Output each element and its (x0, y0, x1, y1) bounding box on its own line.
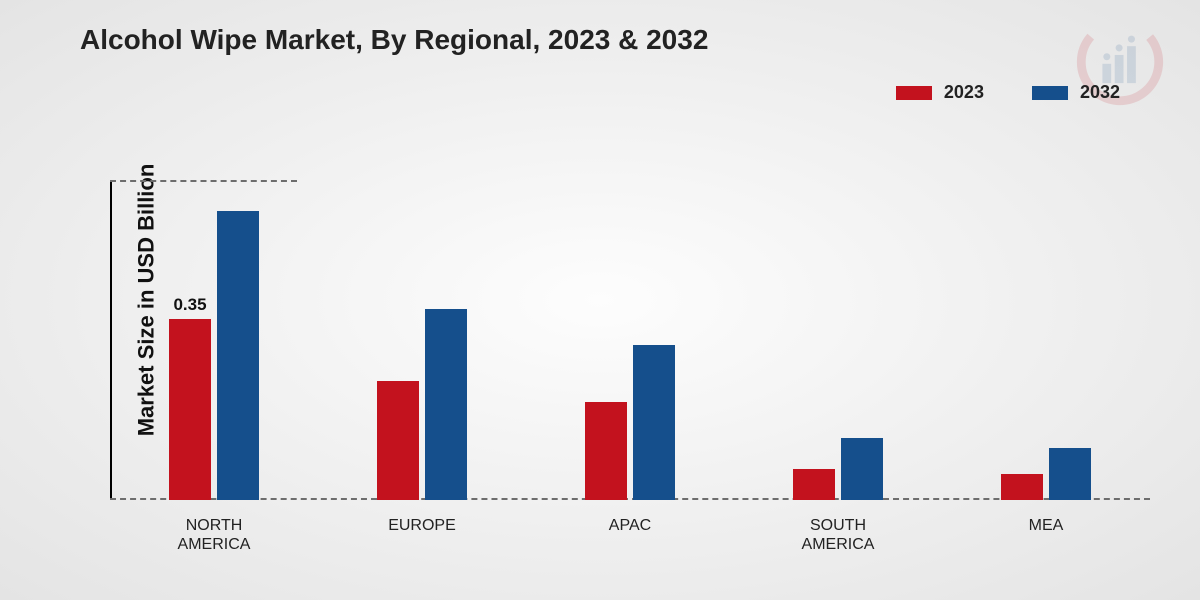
group-europe (318, 180, 526, 500)
group-mea (942, 180, 1150, 500)
bar-label-na-2023: 0.35 (173, 295, 206, 315)
legend-item-2032: 2032 (1032, 82, 1120, 103)
bar-groups: 0.35 (110, 180, 1150, 500)
group-apac (526, 180, 734, 500)
xlabel-south-america: SOUTHAMERICA (734, 508, 942, 554)
bar-sa-2023 (793, 469, 835, 500)
bar-apac-2032 (633, 345, 675, 500)
xlabel-mea: MEA (942, 508, 1150, 554)
x-axis-labels: NORTHAMERICA EUROPE APAC SOUTHAMERICA ME… (110, 508, 1150, 554)
xlabel-north-america: NORTHAMERICA (110, 508, 318, 554)
group-north-america: 0.35 (110, 180, 318, 500)
xlabel-europe: EUROPE (318, 508, 526, 554)
legend-item-2023: 2023 (896, 82, 984, 103)
bar-mea-2032 (1049, 448, 1091, 500)
legend-swatch-2032 (1032, 86, 1068, 100)
bar-eu-2023 (377, 381, 419, 500)
legend-swatch-2023 (896, 86, 932, 100)
bar-sa-2032 (841, 438, 883, 500)
legend-label-2023: 2023 (944, 82, 984, 103)
bar-na-2023: 0.35 (169, 319, 211, 500)
chart-title: Alcohol Wipe Market, By Regional, 2023 &… (80, 24, 708, 56)
legend-label-2032: 2032 (1080, 82, 1120, 103)
bar-apac-2023 (585, 402, 627, 500)
group-south-america (734, 180, 942, 500)
legend: 2023 2032 (896, 82, 1120, 103)
bar-eu-2032 (425, 309, 467, 500)
bar-mea-2023 (1001, 474, 1043, 500)
xlabel-apac: APAC (526, 508, 734, 554)
plot-area: 0.35 (110, 180, 1150, 500)
bar-na-2032 (217, 211, 259, 500)
